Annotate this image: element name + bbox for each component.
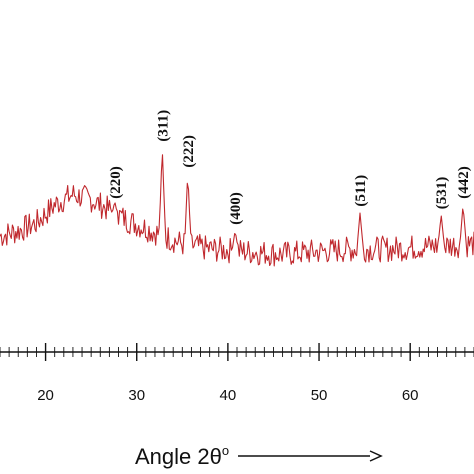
x-tick-label: 60	[402, 387, 419, 404]
x-axis-tick-labels: 20 30 40 50 60	[37, 387, 418, 404]
peak-label-5: (531)	[434, 177, 450, 210]
peak-label-4: (511)	[353, 175, 369, 207]
peak-label-6: (442)	[456, 166, 472, 199]
x-axis-title-superscript: o	[222, 443, 229, 458]
x-tick-label: 20	[37, 387, 54, 404]
peak-label-1: (311)	[155, 110, 171, 142]
peak-labels: (220) (311) (222) (400) (511) (531) (442)	[108, 110, 472, 225]
peak-label-0: (220)	[108, 166, 124, 199]
x-tick-label: 30	[128, 387, 145, 404]
x-tick-label: 50	[311, 387, 328, 404]
peak-label-2: (222)	[181, 135, 197, 168]
peak-label-3: (400)	[228, 192, 244, 225]
x-axis-title-text: Angle 2θ	[135, 444, 222, 469]
x-axis-arrow	[238, 450, 383, 462]
x-axis-title: Angle 2θo	[135, 443, 229, 469]
x-axis-ticks	[0, 343, 474, 361]
x-tick-label: 40	[220, 387, 237, 404]
xrd-pattern-line	[0, 154, 474, 267]
